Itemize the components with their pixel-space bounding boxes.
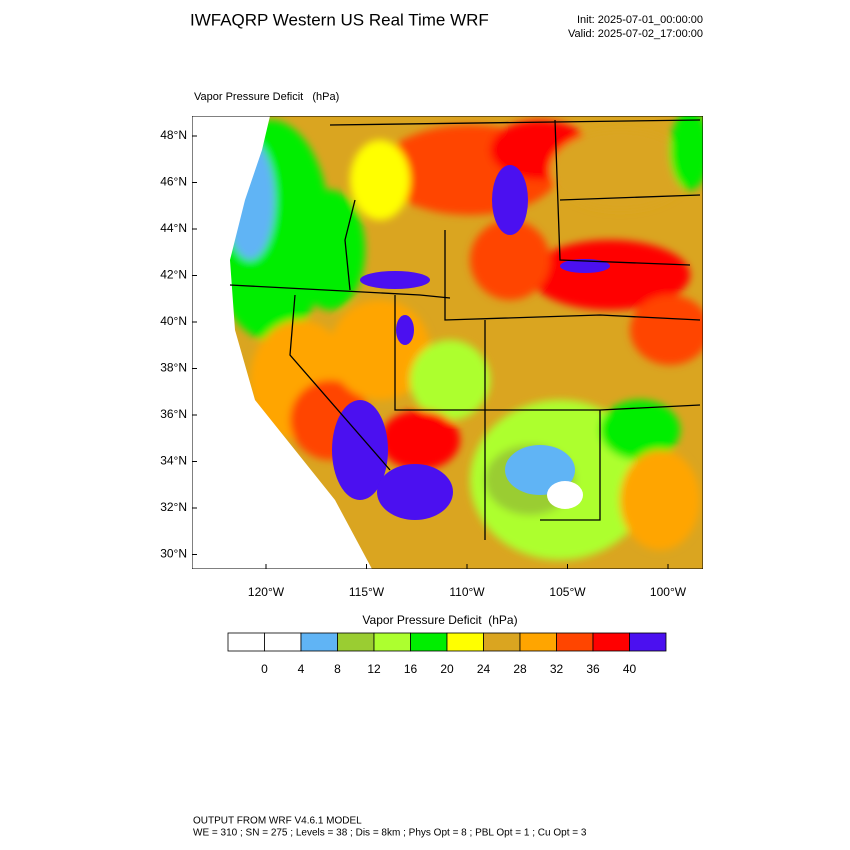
title: IWFAQRP Western US Real Time WRF	[190, 10, 489, 29]
colorbar-box	[592, 632, 630, 652]
colorbar-label: 8	[334, 662, 341, 676]
lon-label: 100°W	[650, 585, 687, 599]
colorbar-box	[446, 632, 484, 652]
lat-label: 30°N	[160, 547, 187, 561]
footer-line: WE = 310 ; SN = 275 ; Levels = 38 ; Dis …	[193, 828, 587, 839]
colorbar-box	[629, 632, 667, 652]
colorbar-box	[410, 632, 448, 652]
colorbar-label: 16	[404, 662, 418, 676]
colorbar-box	[300, 632, 338, 652]
colorbar-box	[556, 632, 594, 652]
map	[192, 116, 703, 569]
footer-line: OUTPUT FROM WRF V4.6.1 MODEL	[193, 816, 362, 827]
lat-label: 44°N	[160, 221, 187, 235]
lon-label: 110°W	[449, 585, 485, 599]
colorbar-box	[373, 632, 411, 652]
colorbar-label: 32	[550, 662, 564, 676]
lat-label: 42°N	[160, 268, 187, 282]
lat-label: 38°N	[160, 361, 187, 375]
valid-time: Valid: 2025-07-02_17:00:00	[568, 28, 703, 40]
colorbar-box	[264, 632, 302, 652]
lat-label: 46°N	[160, 175, 187, 189]
lat-label: 48°N	[160, 128, 187, 142]
map-axes: 48°N 46°N 44°N 42°N 40°N 38°N 36°N 34°N 32°N 30°N…	[160, 128, 687, 599]
colorbar-label: 20	[440, 662, 454, 676]
lon-label: 120°W	[248, 585, 285, 599]
colorbar: 0 4 8 12 16 20 24 28 32 36 40	[227, 632, 667, 676]
colorbar-label: 36	[586, 662, 600, 676]
lat-label: 32°N	[160, 500, 187, 514]
lon-label: 115°W	[349, 585, 385, 599]
init-time: Init: 2025-07-01_00:00:00	[577, 14, 703, 26]
colorbar-label: 0	[261, 662, 268, 676]
colorbar-box	[337, 632, 375, 652]
lat-label: 34°N	[160, 454, 187, 468]
field-label: Vapor Pressure Deficit (hPa)	[194, 91, 339, 103]
colorbar-label: 24	[477, 662, 491, 676]
colorbar-label: 12	[367, 662, 381, 676]
colorbar-label: 28	[513, 662, 527, 676]
colorbar-box	[519, 632, 557, 652]
colorbar-box	[483, 632, 521, 652]
colorbar-box	[227, 632, 265, 652]
colorbar-title: Vapor Pressure Deficit (hPa)	[362, 613, 517, 627]
lat-label: 40°N	[160, 314, 187, 328]
colorbar-label: 4	[298, 662, 305, 676]
colorbar-label: 40	[623, 662, 637, 676]
lon-label: 105°W	[549, 585, 586, 599]
lat-label: 36°N	[160, 407, 187, 421]
